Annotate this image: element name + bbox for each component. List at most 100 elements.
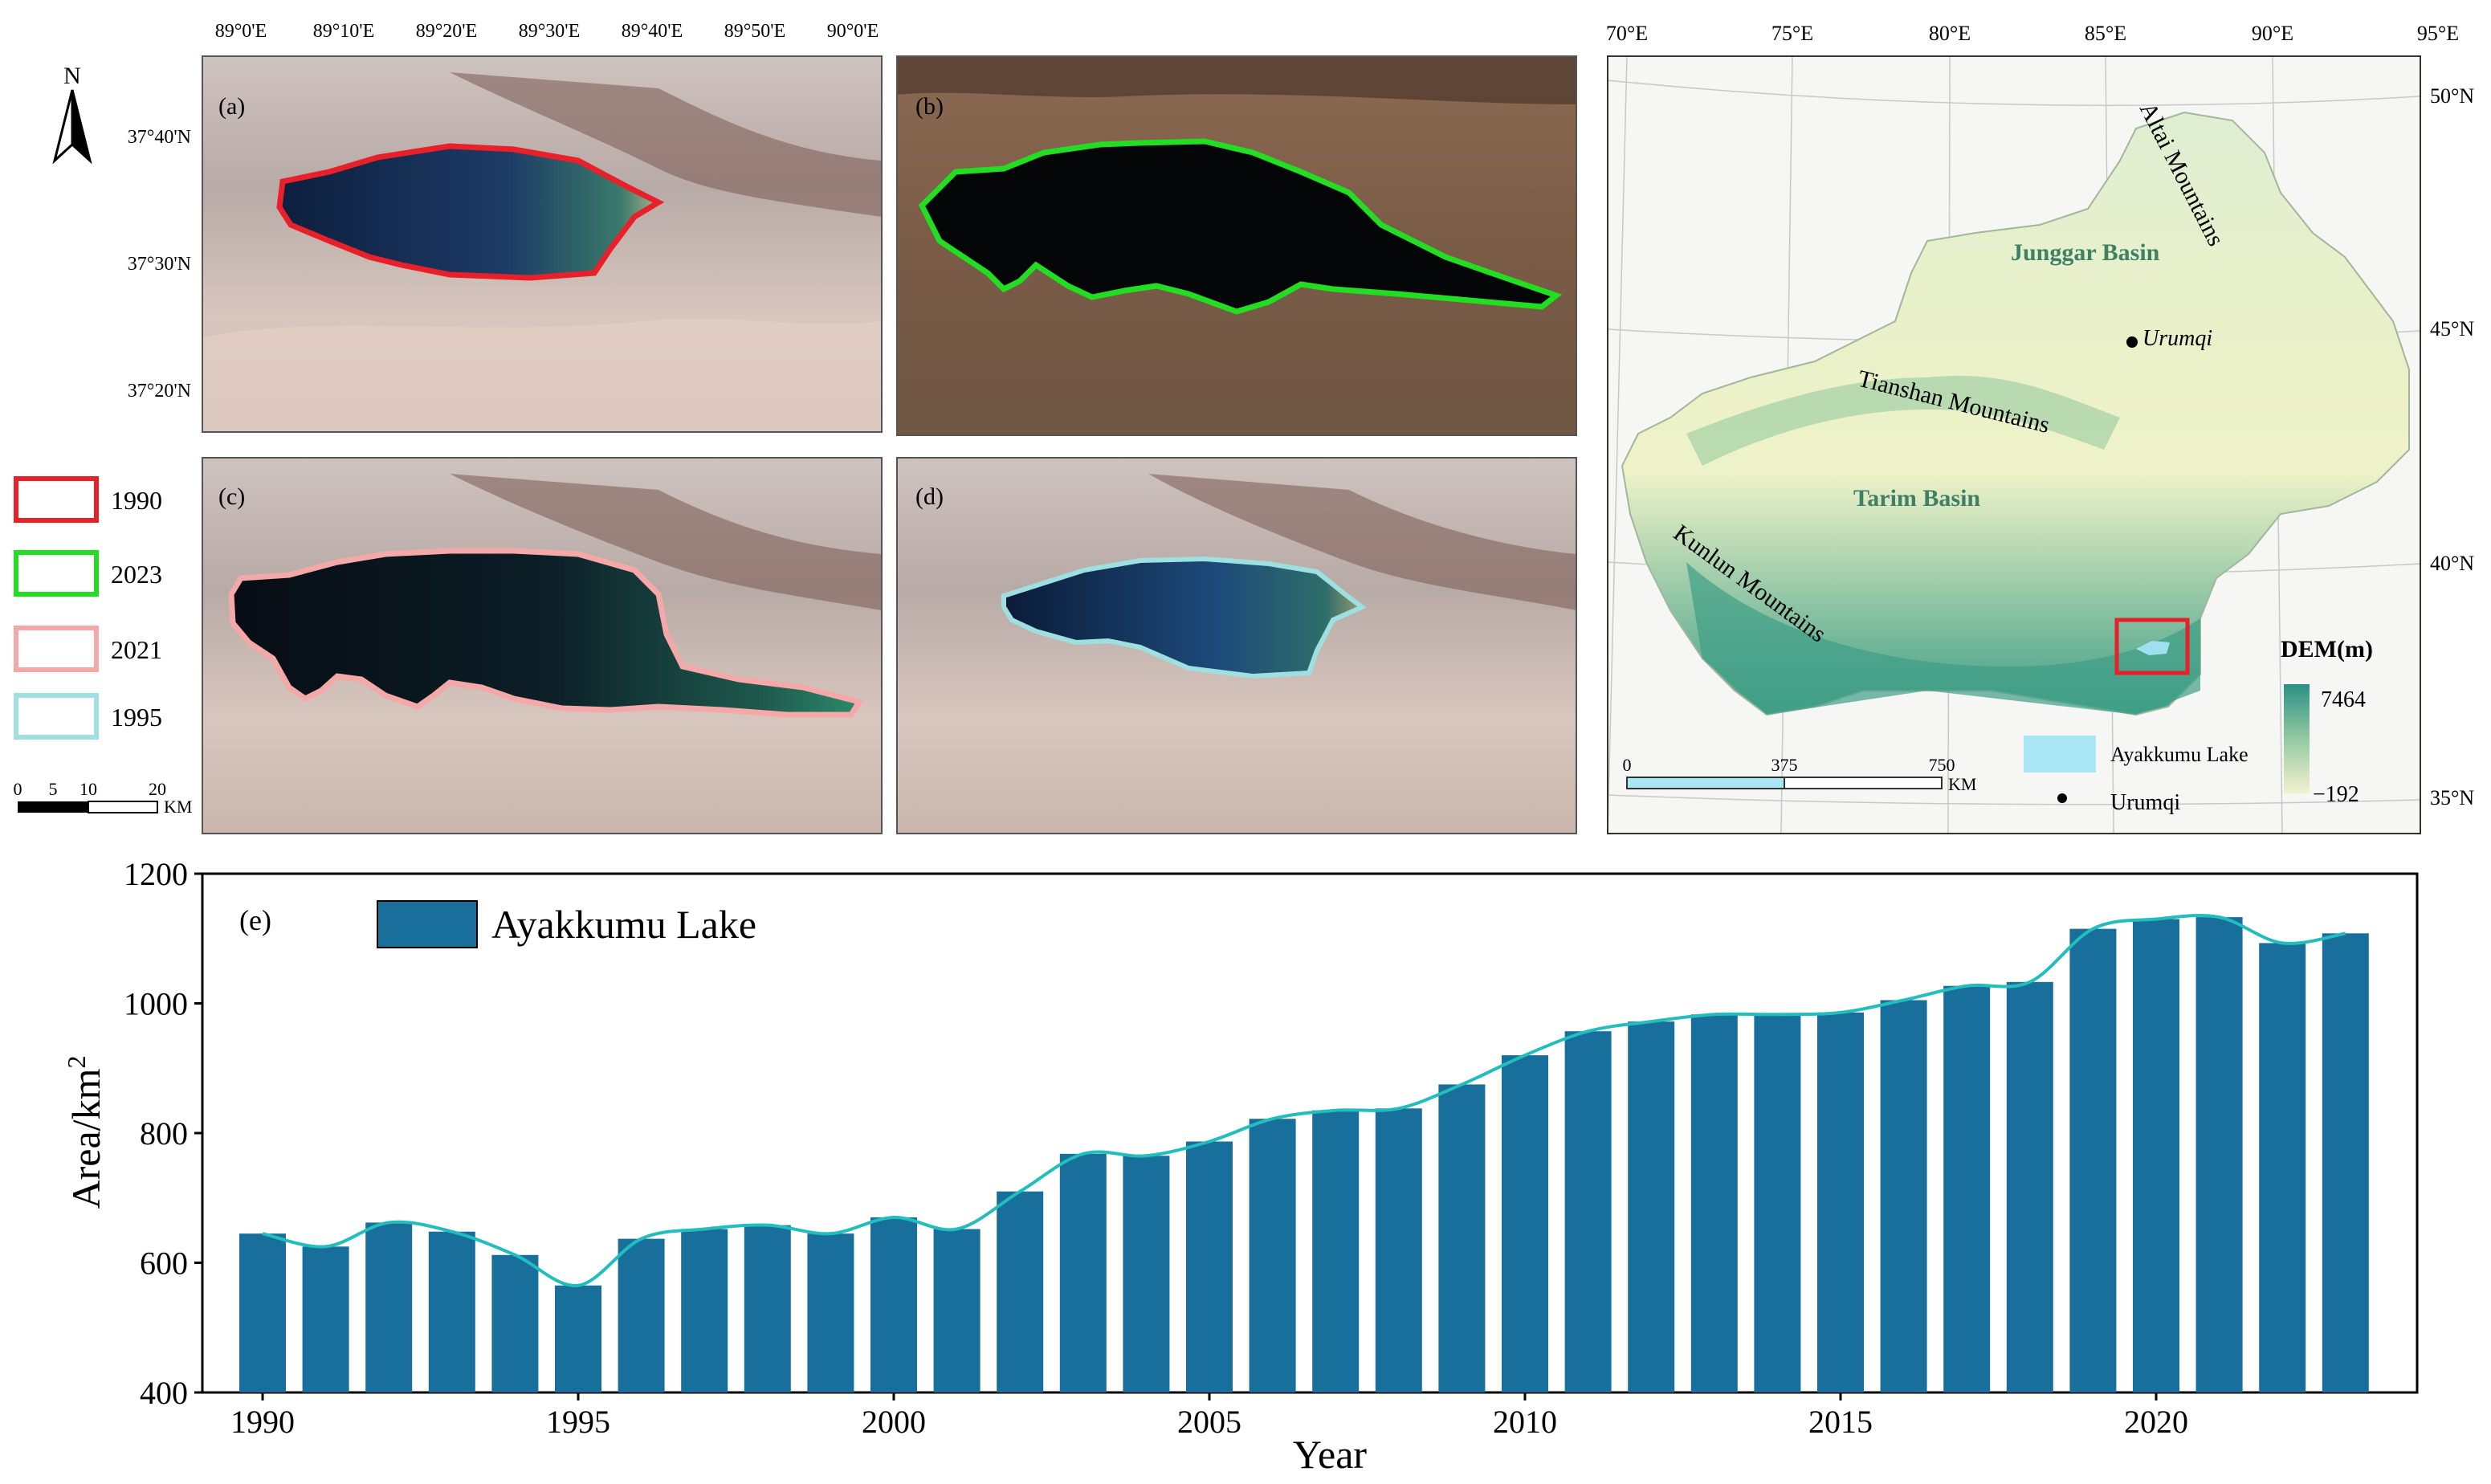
bar-1998: [744, 1225, 791, 1392]
y-tick-label: 800: [140, 1115, 188, 1152]
legend-year: 1995: [111, 703, 162, 732]
urumqi-marker: [2126, 336, 2138, 348]
lake-outline-2021: [228, 548, 864, 718]
scale-tick: 5: [49, 779, 58, 799]
map-lon-tick: 80°E: [1929, 22, 1971, 45]
lon-tick: 89°50'E: [724, 21, 786, 42]
dem-min: −192: [2313, 782, 2359, 807]
bar-2006: [1249, 1119, 1296, 1392]
lon-tick: 89°40'E: [622, 21, 683, 42]
legend-series-name: Ayakkumu Lake: [491, 902, 756, 947]
bar-2012: [1628, 1021, 1675, 1392]
panel-label-c: (c): [218, 483, 245, 510]
bar-2022: [2259, 943, 2306, 1392]
map-lat-tick: 40°N: [2430, 552, 2474, 575]
bar-2019: [2069, 928, 2117, 1392]
lake-swatch: [2024, 736, 2096, 773]
scale-tick: 0: [14, 779, 22, 799]
map-legend: Ayakkumu Lake Urumqi: [2024, 736, 2248, 815]
panel-a: [202, 56, 882, 432]
bar-1994: [491, 1254, 539, 1392]
map-lon-tick: 95°E: [2417, 22, 2459, 45]
area-bar-chart: (e) Ayakkumu Lake 400 600 800 1000 1200 1990…: [62, 856, 2419, 1477]
bar-2017: [1943, 985, 1991, 1392]
panel-label-b: (b): [915, 93, 944, 120]
bar-1993: [428, 1231, 475, 1392]
dem-legend: DEM(m) 7464 −192: [2281, 636, 2373, 807]
bar-2010: [1502, 1055, 1548, 1392]
lon-tick: 89°10'E: [313, 21, 375, 42]
bar-1996: [618, 1238, 665, 1392]
map-lat-tick: 50°N: [2430, 84, 2474, 108]
bar-2005: [1186, 1141, 1233, 1392]
x-tick-label: 2015: [1808, 1404, 1873, 1440]
bar-2000: [870, 1217, 917, 1392]
bar-2021: [2195, 917, 2243, 1392]
x-tick-label: 2005: [1177, 1404, 1241, 1440]
bar-1999: [807, 1233, 854, 1392]
lon-tick: 90°0'E: [827, 21, 879, 42]
lake-outline-1995: [1001, 556, 1367, 679]
lon-tick: 89°30'E: [519, 21, 581, 42]
legend-city: Urumqi: [2110, 790, 2180, 815]
bar-2011: [1564, 1031, 1612, 1392]
map-lon-ticks: 70°E 75°E 80°E 85°E 90°E 95°E: [1606, 22, 2459, 45]
map-lon-tick: 70°E: [1606, 22, 1648, 45]
panel-b: [897, 56, 1576, 435]
bar-1991: [302, 1246, 349, 1392]
x-tick-label: 2000: [862, 1404, 926, 1440]
bar-2003: [1059, 1153, 1107, 1392]
north-label: N: [63, 63, 81, 89]
lake-outline-2023: [918, 138, 1563, 315]
label-urumqi: Urumqi: [2142, 326, 2212, 351]
bar-2014: [1754, 1014, 1801, 1392]
legend-swatch-1990: [14, 476, 99, 523]
bar-1995: [555, 1285, 601, 1392]
map-scale-bar: 0 375 750 KM: [1623, 755, 1977, 794]
dem-title: DEM(m): [2281, 636, 2373, 662]
map-lat-tick: 35°N: [2430, 786, 2474, 809]
x-tick-label: 1990: [230, 1404, 295, 1440]
trend-line: [262, 913, 2346, 1287]
panel-label-a: (a): [218, 93, 245, 120]
dem-colorbar: [2284, 684, 2310, 793]
legend-year: 2023: [111, 560, 162, 589]
small-scale-bar: 0 5 10 20 KM: [14, 779, 193, 817]
legend-swatch-2023: [14, 550, 99, 597]
scale-tick: 10: [80, 779, 97, 799]
bar-2002: [997, 1191, 1044, 1392]
lat-tick: 37°20'N: [128, 381, 191, 402]
map-lon-tick: 85°E: [2085, 22, 2126, 45]
bar-2009: [1438, 1084, 1486, 1392]
map-lon-tick: 90°E: [2252, 22, 2293, 45]
map-lon-tick: 75°E: [1771, 22, 1813, 45]
regional-map: Junggar Basin Tarim Basin Urumqi Altai M…: [1606, 22, 2474, 834]
legend-year: 1990: [111, 486, 162, 515]
legend-year: 2021: [111, 635, 162, 664]
north-arrow: N: [52, 63, 92, 165]
map-scale-unit: KM: [1948, 774, 1976, 794]
panel-label-e: (e): [239, 904, 271, 936]
x-tick-label: 2010: [1493, 1404, 1557, 1440]
legend-swatch-ayakkumu: [377, 900, 478, 948]
bar-2015: [1817, 1012, 1864, 1392]
bar-1992: [365, 1222, 413, 1392]
year-legend: 1990 2023 2021 1995: [14, 476, 162, 740]
lon-tick: 89°0'E: [215, 21, 267, 42]
legend-swatch-1995: [14, 693, 99, 740]
dem-max: 7464: [2321, 687, 2366, 712]
bar-2004: [1123, 1156, 1170, 1392]
legend-lake: Ayakkumu Lake: [2110, 743, 2248, 766]
bar-2023: [2322, 933, 2369, 1392]
bar-2001: [933, 1229, 980, 1392]
bar-2008: [1375, 1108, 1422, 1392]
study-area-box: [2114, 618, 2190, 675]
panel-d: [897, 458, 1576, 834]
panel-label-d: (d): [915, 483, 944, 510]
lon-tick: 89°20'E: [416, 21, 478, 42]
y-tick-label: 1000: [124, 986, 188, 1022]
map-lat-ticks: 50°N 45°N 40°N 35°N: [2430, 84, 2474, 809]
lat-tick: 37°40'N: [128, 127, 191, 148]
x-tick-label: 1995: [546, 1404, 610, 1440]
scale-tick: 20: [149, 779, 166, 799]
